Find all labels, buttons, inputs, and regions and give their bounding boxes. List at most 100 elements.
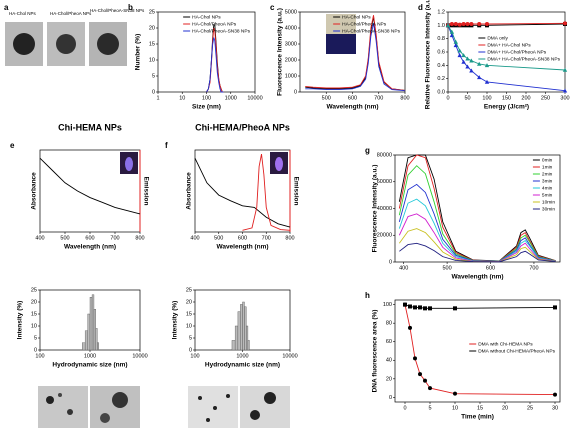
panel-letter: h — [365, 291, 370, 300]
bar — [95, 328, 98, 351]
y-tick-label: 0.8 — [437, 36, 445, 42]
x-tick-label: 10 — [452, 405, 458, 411]
marker — [423, 378, 427, 383]
y-tick-label: 25 — [186, 287, 192, 293]
x-axis-label: Wavelength (nm) — [326, 104, 378, 111]
x-tick-label: 800 — [400, 95, 409, 101]
series-line — [206, 37, 224, 93]
bar — [82, 342, 86, 351]
marker — [485, 22, 489, 26]
x-tick-label: 10 — [179, 95, 185, 101]
marker — [465, 56, 470, 61]
legend-label: HA-Chol NPs — [192, 14, 221, 20]
y-axis-label: Intensity (%) — [172, 301, 179, 340]
x-tick-label: 50 — [464, 95, 470, 101]
marker — [408, 325, 412, 330]
panel-title: Chi-HEMA/PheoA NPs — [195, 122, 290, 132]
y-tick-label: 15 — [186, 311, 192, 317]
series-line — [206, 27, 224, 93]
y-tick-label: 5 — [34, 335, 37, 341]
y-tick-label: 40000 — [377, 206, 392, 212]
marker — [553, 305, 557, 310]
x-tick-label: 600 — [486, 265, 495, 271]
x-tick-label: 20 — [502, 405, 508, 411]
marker — [418, 372, 422, 377]
series-line — [305, 23, 406, 92]
x-tick-label: 150 — [502, 95, 511, 101]
y-tick-label: 5 — [152, 73, 155, 79]
y-tick-label: 80 — [386, 321, 392, 327]
x-tick-label: 10000 — [247, 95, 262, 101]
x-tick-label: 700 — [374, 95, 383, 101]
marker — [457, 22, 462, 27]
marker — [477, 22, 482, 26]
legend-label: DMA only — [487, 35, 508, 41]
y2-axis-label: Emission — [292, 177, 299, 206]
series-line — [404, 304, 556, 309]
x-tick-label: 800 — [135, 235, 144, 241]
x-tick-label: 1000 — [84, 353, 96, 359]
x-tick-label: 500 — [443, 265, 452, 271]
x-tick-label: 400 — [399, 265, 408, 271]
caption: HA-Chol/PheoA NPs — [50, 11, 92, 16]
caption: HA-Chol NPs — [9, 11, 37, 16]
legend-label: 1min — [542, 164, 553, 170]
x-axis-label: Wavelength (nm) — [451, 274, 503, 281]
marker — [449, 33, 455, 38]
bar — [87, 313, 91, 351]
y-axis-label: Fluorescence Intensity (a.u.) — [277, 8, 284, 96]
y-axis-label: Number (%) — [135, 34, 142, 70]
plot-frame — [394, 299, 561, 403]
marker — [428, 386, 432, 391]
bar — [93, 309, 96, 351]
y-tick-label: 0 — [189, 347, 192, 353]
x-tick-label: 500 — [214, 235, 223, 241]
series-line — [404, 304, 556, 396]
y-tick-label: 10 — [149, 57, 155, 63]
caption: HA-Chol/PheoA-SN38 NPs — [90, 8, 145, 13]
y-tick-label: 20000 — [377, 233, 392, 239]
marker — [469, 58, 474, 63]
x-tick-label: 10000 — [132, 353, 147, 359]
marker — [453, 306, 457, 311]
legend-label: HA-Chol NPs — [342, 14, 371, 20]
y-tick-label: 0 — [34, 347, 37, 353]
legend-label: DMA+ HA-Chol/PheoA NPs — [487, 49, 546, 55]
y-tick-label: 20 — [31, 299, 37, 305]
y-tick-label: 10 — [186, 323, 192, 329]
panel-letter: a — [4, 3, 9, 12]
marker — [453, 43, 458, 48]
panel-letter: d — [418, 3, 423, 12]
bar — [234, 325, 239, 351]
y-tick-label: 2000 — [285, 57, 297, 63]
series-line — [242, 154, 291, 231]
panel-letter: e — [10, 141, 15, 150]
y-axis-label: Absorbance — [31, 172, 38, 210]
y-tick-label: 0.4 — [437, 63, 445, 69]
bar — [91, 294, 95, 351]
x-axis-label: Hydrodynamic size (nm) — [205, 362, 280, 369]
x-tick-label: 30 — [552, 405, 558, 411]
marker — [413, 305, 417, 310]
legend-label: DMA with Chi-HEMA NPs — [478, 341, 533, 347]
marker — [453, 391, 457, 396]
legend-label: HA-Chol/PheoA-SN38 NPs — [342, 28, 400, 34]
bar — [242, 301, 245, 351]
x-tick-label: 700 — [529, 265, 538, 271]
marker — [423, 306, 427, 311]
bar — [240, 304, 243, 351]
y-tick-label: 60000 — [377, 179, 392, 185]
x-tick-label: 100 — [35, 353, 44, 359]
marker — [465, 64, 470, 69]
y-tick-label: 20 — [386, 376, 392, 382]
marker — [562, 88, 568, 93]
x-axis-label: Energy (J/cm²) — [484, 104, 529, 111]
x-tick-label: 0 — [446, 95, 449, 101]
x-tick-label: 400 — [35, 235, 44, 241]
y-tick-label: 0.2 — [437, 76, 445, 82]
legend-label: DMA without Chi-HEMA/PheoA NPs — [478, 348, 555, 354]
x-tick-label: 5 — [428, 405, 431, 411]
x-tick-label: 300 — [560, 95, 569, 101]
legend-label: 10min — [542, 199, 555, 205]
x-axis-label: Size (nm) — [192, 104, 221, 111]
